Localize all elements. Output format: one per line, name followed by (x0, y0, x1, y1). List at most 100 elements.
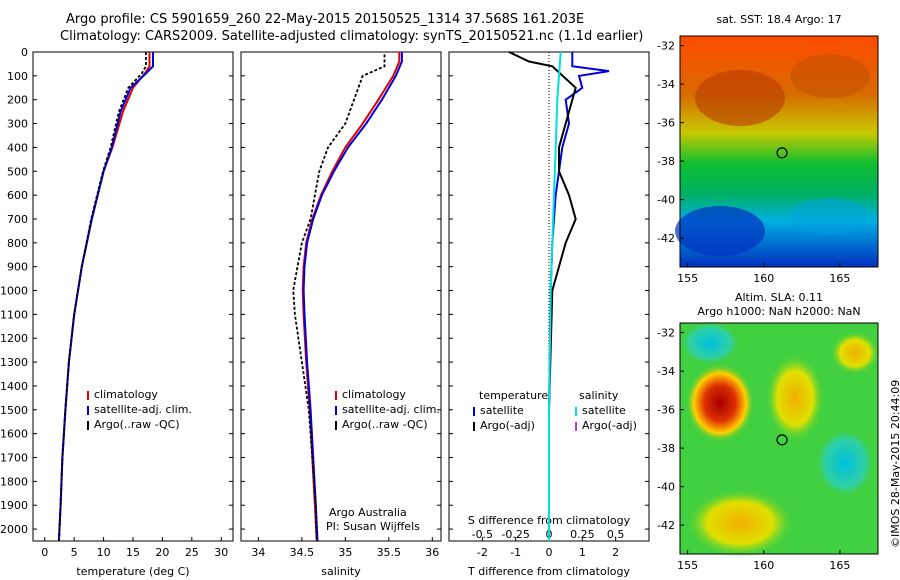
sla-high-patch (685, 363, 755, 443)
map-y-tick-label: -32 (657, 327, 675, 340)
x-tick-label: 15 (126, 546, 140, 559)
y-tick-label: 1000 (0, 285, 28, 298)
series-line-satellite-adj-clim- (302, 52, 403, 542)
footer-stamp: ©IMOS 28-May-2015 20:44:09 (889, 379, 900, 548)
x-tick-label: 36 (425, 546, 439, 559)
profile-location-marker (776, 147, 788, 159)
y-tick-label: 900 (7, 261, 28, 274)
map-y-tick-label: -32 (657, 40, 675, 53)
map-frame (679, 35, 879, 268)
title-line-1: Argo profile: CS 5901659_260 22-May-2015… (66, 12, 585, 27)
legend-title: salinity (579, 389, 619, 402)
legend-entry: satellite-adj. clim. (94, 403, 192, 416)
x-tick-label: 10 (97, 546, 111, 559)
x-tick-label: 2 (612, 546, 619, 559)
sla-warm-patch (685, 488, 795, 558)
series-line-salinity-satellite (548, 51, 562, 541)
x-tick-label: -2 (477, 546, 488, 559)
y-tick-label: 1400 (0, 380, 28, 393)
map-x-tick-label: 160 (753, 272, 774, 285)
x-axis-label: temperature (deg C) (76, 565, 189, 578)
x-tick-label: 1 (579, 546, 586, 559)
y-tick-label: 1200 (0, 332, 28, 345)
panel-2-frame (240, 51, 442, 542)
y-tick-label: 200 (7, 94, 28, 107)
legend-entry: satellite (582, 404, 626, 417)
series-line-argo-raw-qc- (292, 54, 386, 542)
legend-entry: climatology (94, 388, 158, 401)
map-x-tick-label: 165 (829, 559, 850, 572)
map-y-tick-label: -36 (657, 404, 675, 417)
series-line-argo-raw-qc- (58, 52, 147, 542)
map-y-tick-label: -38 (657, 442, 675, 455)
x-tick-label: 5 (71, 546, 78, 559)
top-tick-label: 0.5 (607, 528, 625, 541)
y-tick-label: 1300 (0, 356, 28, 369)
y-tick-label: 1600 (0, 428, 28, 441)
y-tick-label: 800 (7, 237, 28, 250)
x-tick-label: -1 (510, 546, 521, 559)
sla-low-patch (680, 321, 740, 365)
top-tick-label: 0.25 (570, 528, 595, 541)
x-tick-label: 25 (185, 546, 199, 559)
series-line-temperature-argo-adj- (508, 51, 577, 541)
x-tick-label: 35.5 (377, 546, 402, 559)
annotation-line: PI: Susan Wijffels (326, 520, 420, 533)
y-tick-label: 0 (21, 46, 28, 59)
map-x-tick-label: 160 (753, 559, 774, 572)
x-tick-label: 20 (155, 546, 169, 559)
y-tick-label: 1100 (0, 308, 28, 321)
sla-warm-patch (830, 331, 880, 375)
map-y-tick-label: -38 (657, 155, 675, 168)
profile-location-marker (776, 434, 788, 446)
sla-low-patch (815, 428, 875, 498)
y-tick-label: 2000 (0, 523, 28, 536)
legend-title: temperature (479, 389, 548, 402)
x-axis-label: salinity (321, 565, 361, 578)
y-tick-label: 700 (7, 213, 28, 226)
x-tick-label: 30 (214, 546, 228, 559)
legend-entry: Argo(..raw -QC) (342, 418, 428, 431)
x-tick-label: 0 (41, 546, 48, 559)
map-y-tick-label: -34 (657, 365, 675, 378)
y-tick-label: 600 (7, 189, 28, 202)
map-frame (679, 322, 879, 555)
sst-cold-patch (675, 206, 765, 256)
series-line-temperature-satellite (548, 52, 610, 541)
map-y-tick-label: -40 (657, 481, 675, 494)
map-title: sat. SST: 18.4 Argo: 17 (716, 13, 841, 26)
y-tick-label: 1800 (0, 475, 28, 488)
y-tick-label: 300 (7, 118, 28, 131)
series-line-climatology (301, 52, 401, 542)
map-x-tick-label: 155 (677, 272, 698, 285)
map-subtitle: Argo h1000: NaN h2000: NaN (697, 305, 860, 318)
series-line-climatology (57, 52, 151, 542)
sla-warm-patch (765, 353, 825, 443)
annotation-line: Argo Australia (329, 506, 407, 519)
map-y-tick-label: -36 (657, 117, 675, 130)
y-tick-label: 1700 (0, 452, 28, 465)
x-tick-label: 34 (251, 546, 265, 559)
x-tick-label: 0 (546, 546, 553, 559)
x-tick-label: 35 (338, 546, 352, 559)
sst-cool-patch (790, 198, 870, 234)
y-tick-label: 500 (7, 165, 28, 178)
map-y-tick-label: -42 (657, 232, 675, 245)
legend-entry: Argo(..raw -QC) (94, 418, 180, 431)
legend-entry: satellite (480, 404, 524, 417)
map-x-tick-label: 155 (677, 559, 698, 572)
x-axis-label: T difference from climatology (467, 565, 630, 578)
sst-warm-patch (695, 70, 785, 126)
map-title: Altim. SLA: 0.11 (735, 291, 823, 304)
x-tick-label: 34.5 (290, 546, 315, 559)
series-line-satellite-adj-clim- (57, 52, 154, 542)
legend-entry: Argo(-adj) (480, 419, 535, 432)
y-tick-label: 100 (7, 70, 28, 83)
y-tick-label: 1900 (0, 499, 28, 512)
y-tick-label: 400 (7, 141, 28, 154)
y-tick-label: 1500 (0, 404, 28, 417)
map-y-tick-label: -40 (657, 194, 675, 207)
top-tick-label: -0.25 (501, 528, 529, 541)
title-line-2: Climatology: CARS2009. Satellite-adjuste… (60, 29, 644, 44)
